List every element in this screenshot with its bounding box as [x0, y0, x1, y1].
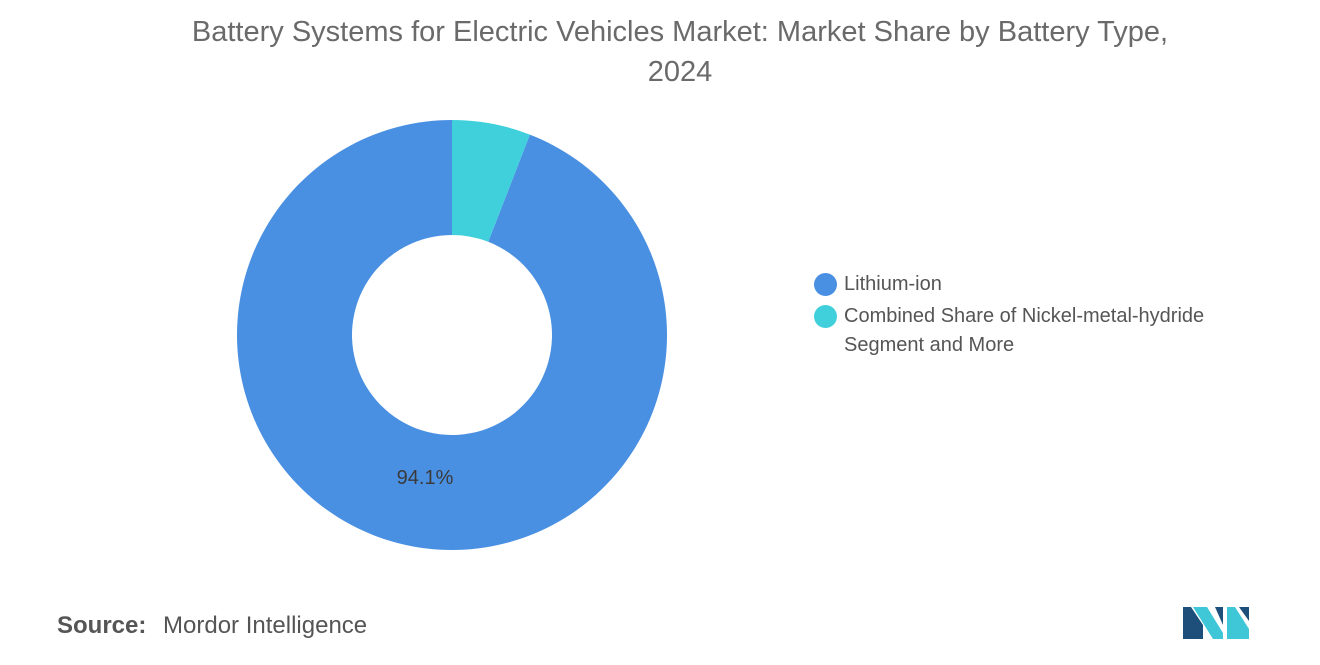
logo-shape-3 — [1215, 607, 1223, 625]
source-text: Mordor Intelligence — [163, 612, 368, 639]
legend-label-lithium-ion: Lithium-ion — [844, 273, 942, 295]
legend-swatch-lithium-ion — [814, 273, 837, 296]
legend-item-nickel-metal-hydride: Combined Share of Nickel-metal-hydride S… — [814, 302, 1274, 360]
legend-label-nickel-metal-hydride-line-2: Segment and More — [844, 334, 1015, 356]
source-label: Source: — [57, 612, 147, 639]
logo-shape-1 — [1183, 607, 1203, 639]
legend-swatch-nickel-metal-hydride — [814, 305, 837, 328]
legend-label-nickel-metal-hydride-line-1: Combined Share of Nickel-metal-hydride — [844, 305, 1205, 327]
data-label-lithium-ion: 94.1% — [397, 467, 454, 489]
logo-shape-2 — [1193, 607, 1223, 639]
chart-legend: Lithium-ion Combined Share of Nickel-met… — [814, 270, 1274, 363]
logo-shape-4 — [1227, 607, 1249, 639]
logo-shape-5 — [1239, 607, 1249, 621]
donut-slice-nickel-metal-hydride-and-more — [452, 120, 530, 242]
chart-title-line-1: Battery Systems for Electric Vehicles Ma… — [191, 16, 1169, 48]
mordor-intelligence-logo-icon — [1183, 607, 1249, 639]
chart-title-line-2: 2024 — [647, 56, 713, 88]
legend-item-lithium-ion: Lithium-ion — [814, 270, 1274, 299]
chart-title: Battery Systems for Electric Vehicles Ma… — [60, 12, 1300, 92]
source-note: Source: Mordor Intelligence — [57, 612, 367, 640]
donut-slice-lithium-ion — [237, 120, 668, 550]
